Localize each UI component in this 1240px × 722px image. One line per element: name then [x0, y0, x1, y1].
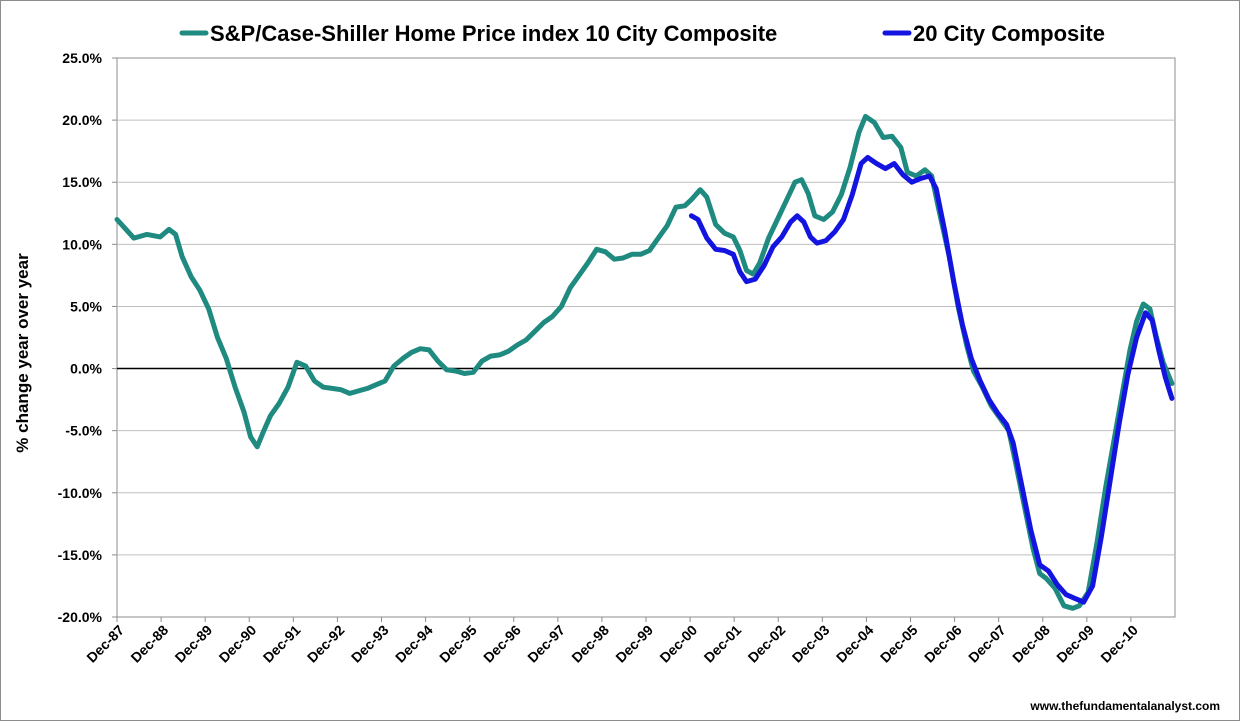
- y-tick-label: -5.0%: [65, 423, 102, 439]
- x-tick-label: Dec-93: [348, 622, 392, 666]
- x-tick-label: Dec-07: [965, 622, 1009, 666]
- x-tick-label: Dec-03: [789, 622, 833, 666]
- legend-label-20-city: 20 City Composite: [913, 21, 1105, 46]
- x-tick-label: Dec-08: [1009, 622, 1053, 666]
- x-axis: Dec-87 Dec-88 Dec-89 Dec-90 Dec-91 Dec-92 Dec-…: [83, 617, 1141, 666]
- x-tick-label: Dec-92: [304, 622, 348, 666]
- x-tick-label: Dec-99: [612, 622, 656, 666]
- legend-label-10-city: S&P/Case-Shiller Home Price index 10 Cit…: [210, 21, 777, 46]
- x-tick-label: Dec-10: [1097, 622, 1141, 666]
- y-axis: 25.0% 20.0% 15.0% 10.0% 5.0% 0.0% -5.0% -10.0% -…: [58, 50, 117, 625]
- x-tick-label: Dec-00: [656, 622, 700, 666]
- series-line-20-city: [688, 154, 1175, 605]
- y-tick-label: -10.0%: [58, 485, 103, 501]
- x-tick-label: Dec-02: [745, 622, 789, 666]
- y-tick-label: -15.0%: [58, 547, 103, 563]
- x-tick-label: Dec-04: [833, 622, 877, 666]
- x-tick-label: Dec-89: [172, 622, 216, 666]
- plot-area: [116, 57, 1176, 618]
- y-tick-label: 0.0%: [70, 361, 102, 377]
- x-tick-label: Dec-88: [127, 622, 171, 666]
- series-layer: [114, 113, 1175, 611]
- x-tick-label: Dec-91: [260, 622, 304, 666]
- x-tick-label: Dec-90: [216, 622, 260, 666]
- legend: S&P/Case-Shiller Home Price index 10 Cit…: [179, 21, 1105, 46]
- y-tick-label: 15.0%: [62, 174, 102, 190]
- x-tick-label: Dec-05: [877, 622, 921, 666]
- x-tick-label: Dec-87: [83, 622, 127, 666]
- x-tick-label: Dec-97: [524, 622, 568, 666]
- x-tick-label: Dec-06: [921, 622, 965, 666]
- credit-text: www.thefundamentalanalyst.com: [1029, 699, 1220, 713]
- x-tick-label: Dec-95: [436, 622, 480, 666]
- y-tick-label: 10.0%: [62, 236, 102, 252]
- x-tick-label: Dec-01: [701, 622, 745, 666]
- x-tick-label: Dec-94: [392, 622, 436, 666]
- x-tick-label: Dec-96: [480, 622, 524, 666]
- y-tick-label: -20.0%: [58, 609, 103, 625]
- x-tick-label: Dec-98: [568, 622, 612, 666]
- y-tick-label: 5.0%: [70, 298, 102, 314]
- y-tick-label: 25.0%: [62, 50, 102, 66]
- y-tick-label: 20.0%: [62, 112, 102, 128]
- x-tick-label: Dec-09: [1053, 622, 1097, 666]
- gridlines: [117, 119, 1175, 556]
- y-axis-title: % change year over year: [13, 253, 32, 453]
